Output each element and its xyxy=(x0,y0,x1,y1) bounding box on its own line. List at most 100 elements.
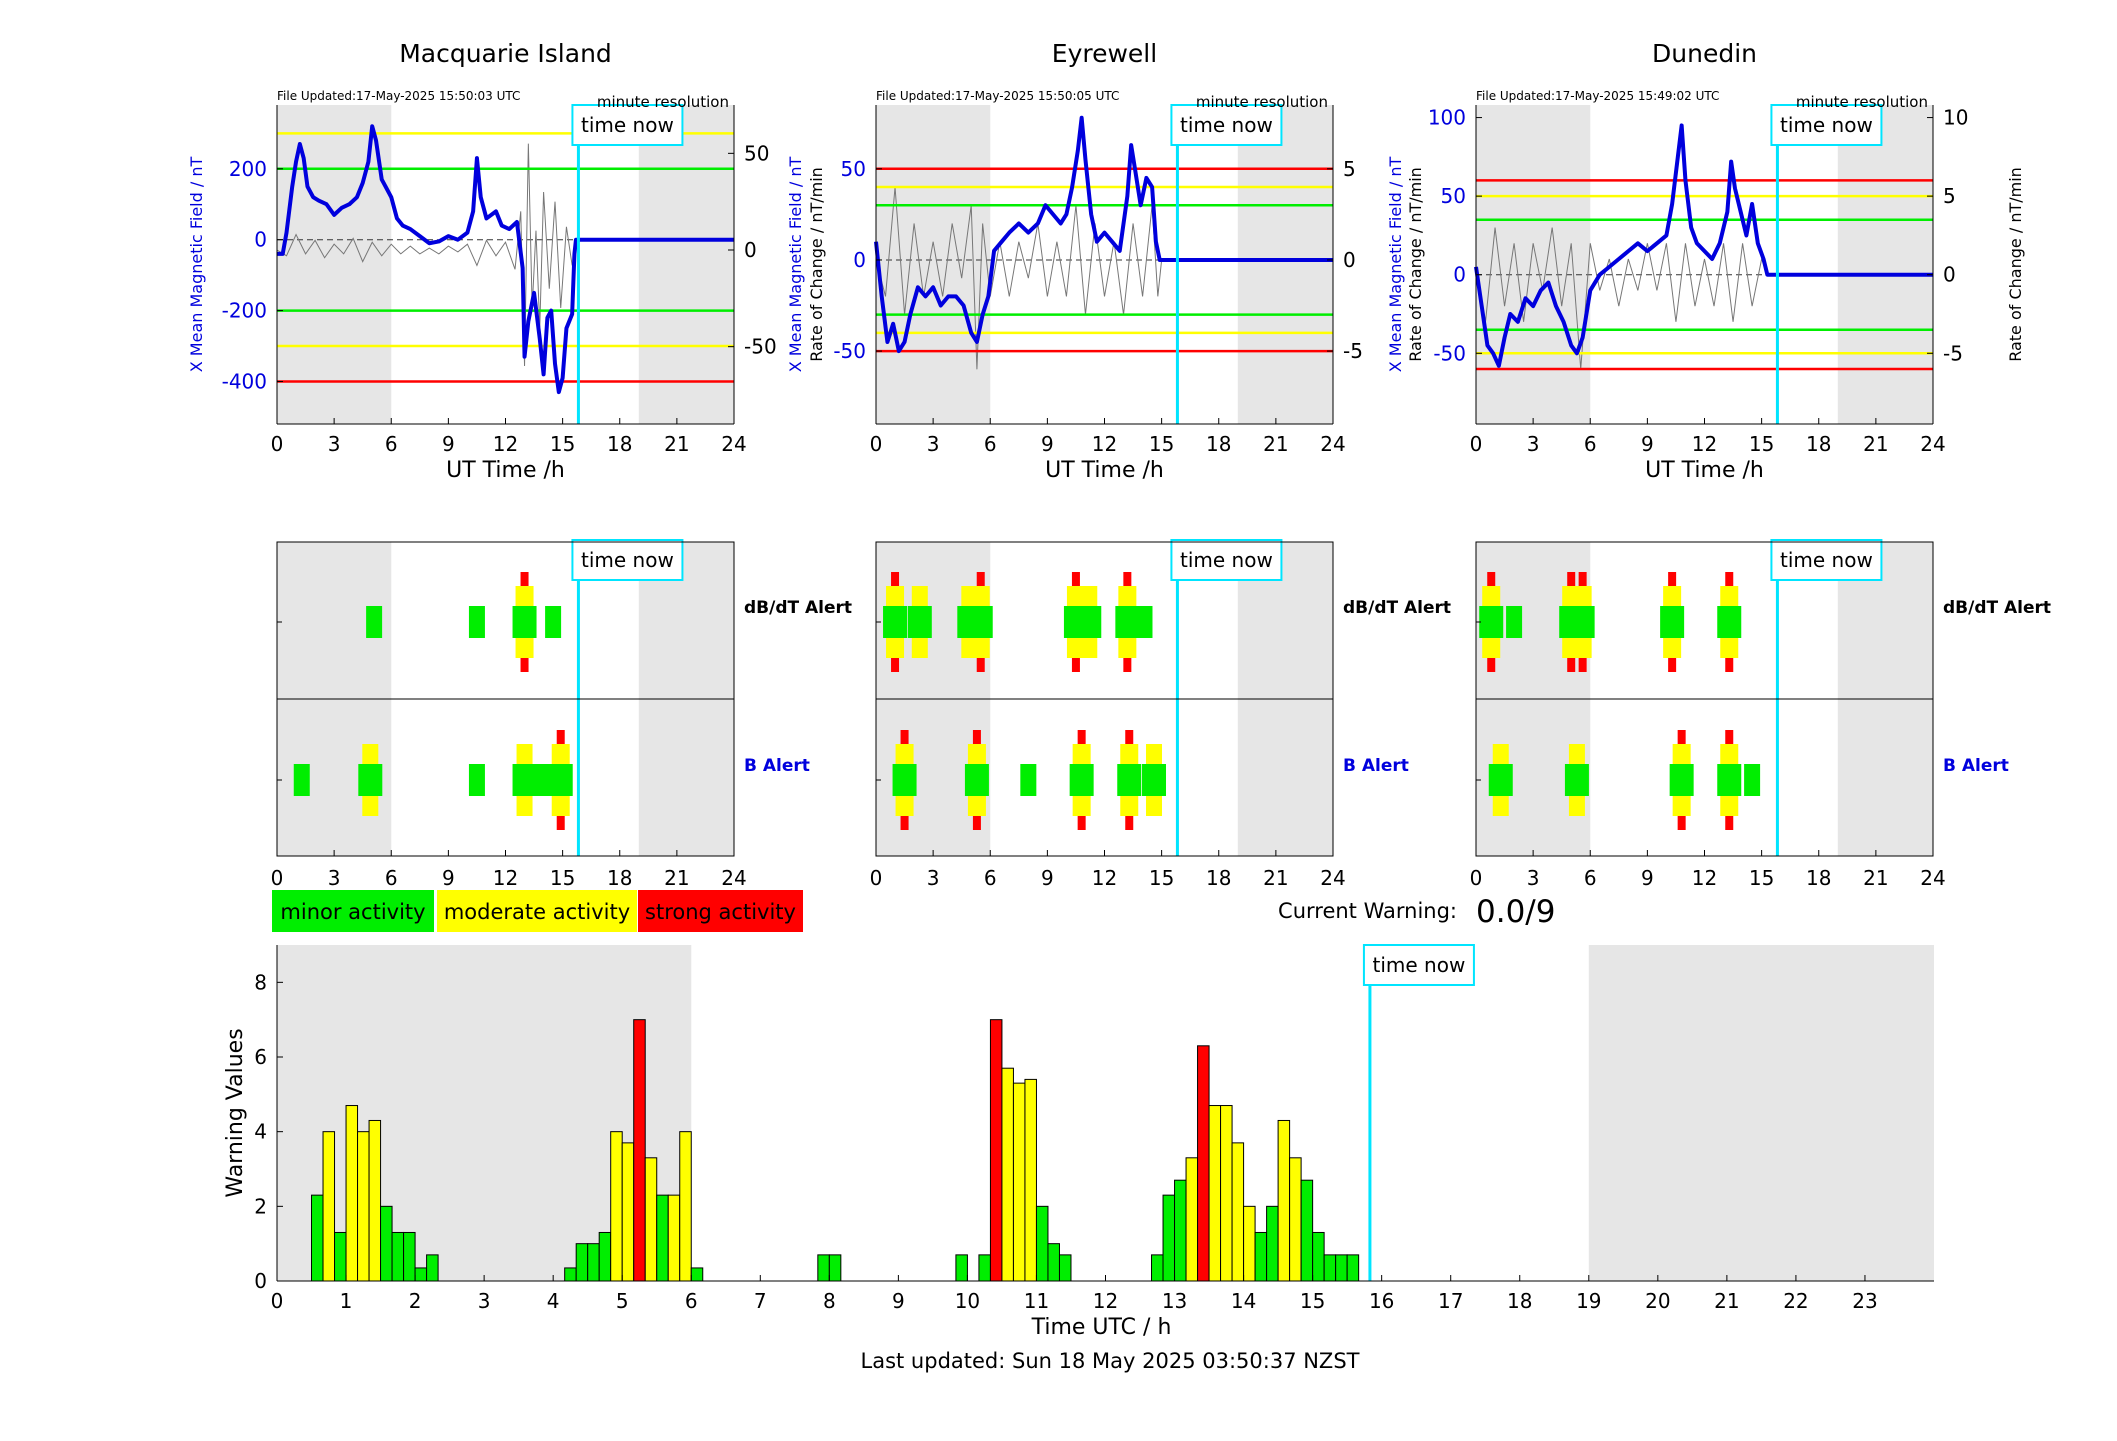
x-tick-label: 15 xyxy=(1300,1289,1325,1313)
b-alert-green xyxy=(512,764,537,796)
file-updated-text: File Updated:17-May-2025 15:50:05 UTC xyxy=(876,89,1119,103)
x-tick-label: 14 xyxy=(1231,1289,1256,1313)
warning-bar xyxy=(1231,1142,1245,1282)
x-tick-label: 15 xyxy=(1749,866,1774,890)
x-tick-label: 0 xyxy=(271,1289,284,1313)
resolution-text: minute resolution xyxy=(1196,93,1328,111)
warning-bar xyxy=(311,1194,324,1282)
x-tick-label: 12 xyxy=(493,432,518,456)
x-tick-label: 21 xyxy=(664,432,689,456)
warning-bar xyxy=(667,1194,681,1282)
x-tick-label: 5 xyxy=(616,1289,629,1313)
x-tick-label: 0 xyxy=(1470,432,1483,456)
b-alert-label: B Alert xyxy=(1943,756,2009,776)
warning-bar xyxy=(978,1254,991,1282)
legend-label-minor: minor activity xyxy=(280,900,425,924)
warning-bar xyxy=(414,1267,428,1282)
magnetic-field-trace xyxy=(1474,123,1933,368)
night-band xyxy=(1237,105,1333,424)
warning-bar xyxy=(1323,1254,1337,1282)
warning-bar xyxy=(621,1142,635,1282)
dbdt-alert-green xyxy=(1136,606,1153,638)
x-tick-label: 10 xyxy=(955,1289,980,1313)
right-tick-label: 50 xyxy=(744,141,769,165)
b-alert-green xyxy=(1669,764,1694,796)
b-alert-green xyxy=(1117,764,1142,796)
warning-bar xyxy=(1312,1231,1325,1282)
left-tick-label: 100 xyxy=(1428,106,1466,130)
time-now-label: time now xyxy=(1780,548,1873,572)
x-tick-label: 9 xyxy=(1041,866,1054,890)
y-axis-label: Warning Values xyxy=(223,1028,248,1197)
dbdt-alert-green xyxy=(1115,606,1140,638)
x-tick-label: 3 xyxy=(1527,432,1540,456)
left-tick-label: 50 xyxy=(1441,184,1466,208)
x-tick-label: 15 xyxy=(1149,432,1174,456)
b-alert-label: B Alert xyxy=(1343,756,1409,776)
time-now-box xyxy=(1770,104,1883,146)
warning-bar xyxy=(1197,1045,1210,1282)
time-now-label: time now xyxy=(1180,548,1273,572)
b-alert-green xyxy=(964,764,989,796)
dbdt-alert-green xyxy=(468,606,485,638)
y-tick-label: 8 xyxy=(254,970,267,994)
warning-bar xyxy=(1300,1179,1314,1282)
warning-bar xyxy=(656,1194,669,1282)
dbdt-alert-green xyxy=(1077,606,1102,638)
b-alert-green xyxy=(1142,764,1167,796)
x-tick-label: 19 xyxy=(1576,1289,1601,1313)
left-tick-label: -50 xyxy=(1433,341,1466,365)
x-tick-label: 12 xyxy=(1093,1289,1118,1313)
warning-bar xyxy=(1185,1157,1199,1282)
x-tick-label: 12 xyxy=(1092,432,1117,456)
x-tick-label: 6 xyxy=(984,866,997,890)
x-tick-label: 7 xyxy=(754,1289,767,1313)
left-tick-label: -50 xyxy=(833,339,866,363)
x-tick-label: 3 xyxy=(927,866,940,890)
x-tick-label: 21 xyxy=(664,866,689,890)
time-now-box xyxy=(571,104,684,146)
station-column-0: Macquarie Island time now File Updated:17-… xyxy=(187,39,852,890)
warning-bar xyxy=(368,1119,382,1282)
x-tick-label: 11 xyxy=(1024,1289,1049,1313)
night-band xyxy=(1476,105,1591,424)
warning-bar xyxy=(1243,1205,1256,1282)
b-alert-green xyxy=(1488,764,1513,796)
night-band xyxy=(1588,945,1934,1281)
dbdt-alert-green xyxy=(968,606,993,638)
x-tick-label: 24 xyxy=(1320,866,1345,890)
time-now-label: time now xyxy=(581,548,674,572)
x-axis-label: UT Time /h xyxy=(1645,458,1764,483)
warning-bar xyxy=(1012,1082,1026,1282)
left-tick-label: 0 xyxy=(853,248,866,272)
dbdt-alert-green xyxy=(1570,606,1595,638)
dbdt-alert-green xyxy=(1506,606,1523,638)
y-tick-label: 4 xyxy=(254,1120,267,1144)
legend-swatch-minor xyxy=(272,890,434,932)
rate-axis-label: Rate of Change / nT/min xyxy=(2006,167,2025,362)
time-now-label: time now xyxy=(1180,113,1273,137)
rate-of-change-trace xyxy=(875,186,1163,370)
x-tick-label: 24 xyxy=(721,866,746,890)
x-tick-label: 21 xyxy=(1263,432,1288,456)
dbdt-alert-green xyxy=(1660,606,1685,638)
time-now-box xyxy=(571,539,684,581)
b-alert-green xyxy=(293,764,310,796)
warning-bar xyxy=(828,1254,842,1282)
rate-axis-label: Rate of Change / nT/min xyxy=(807,167,826,362)
x-tick-label: 18 xyxy=(1806,432,1831,456)
resolution-text: minute resolution xyxy=(1796,93,1928,111)
warning-bar xyxy=(679,1131,692,1282)
x-tick-label: 21 xyxy=(1863,866,1888,890)
file-updated-text: File Updated:17-May-2025 15:49:02 UTC xyxy=(1476,89,1719,103)
left-tick-label: -400 xyxy=(222,369,267,393)
x-tick-label: 15 xyxy=(1149,866,1174,890)
station-title: Dunedin xyxy=(1652,39,1757,68)
x-tick-label: 0 xyxy=(1470,866,1483,890)
x-tick-label: 18 xyxy=(607,432,632,456)
warning-bar xyxy=(345,1105,359,1282)
warning-bar xyxy=(1208,1105,1222,1282)
